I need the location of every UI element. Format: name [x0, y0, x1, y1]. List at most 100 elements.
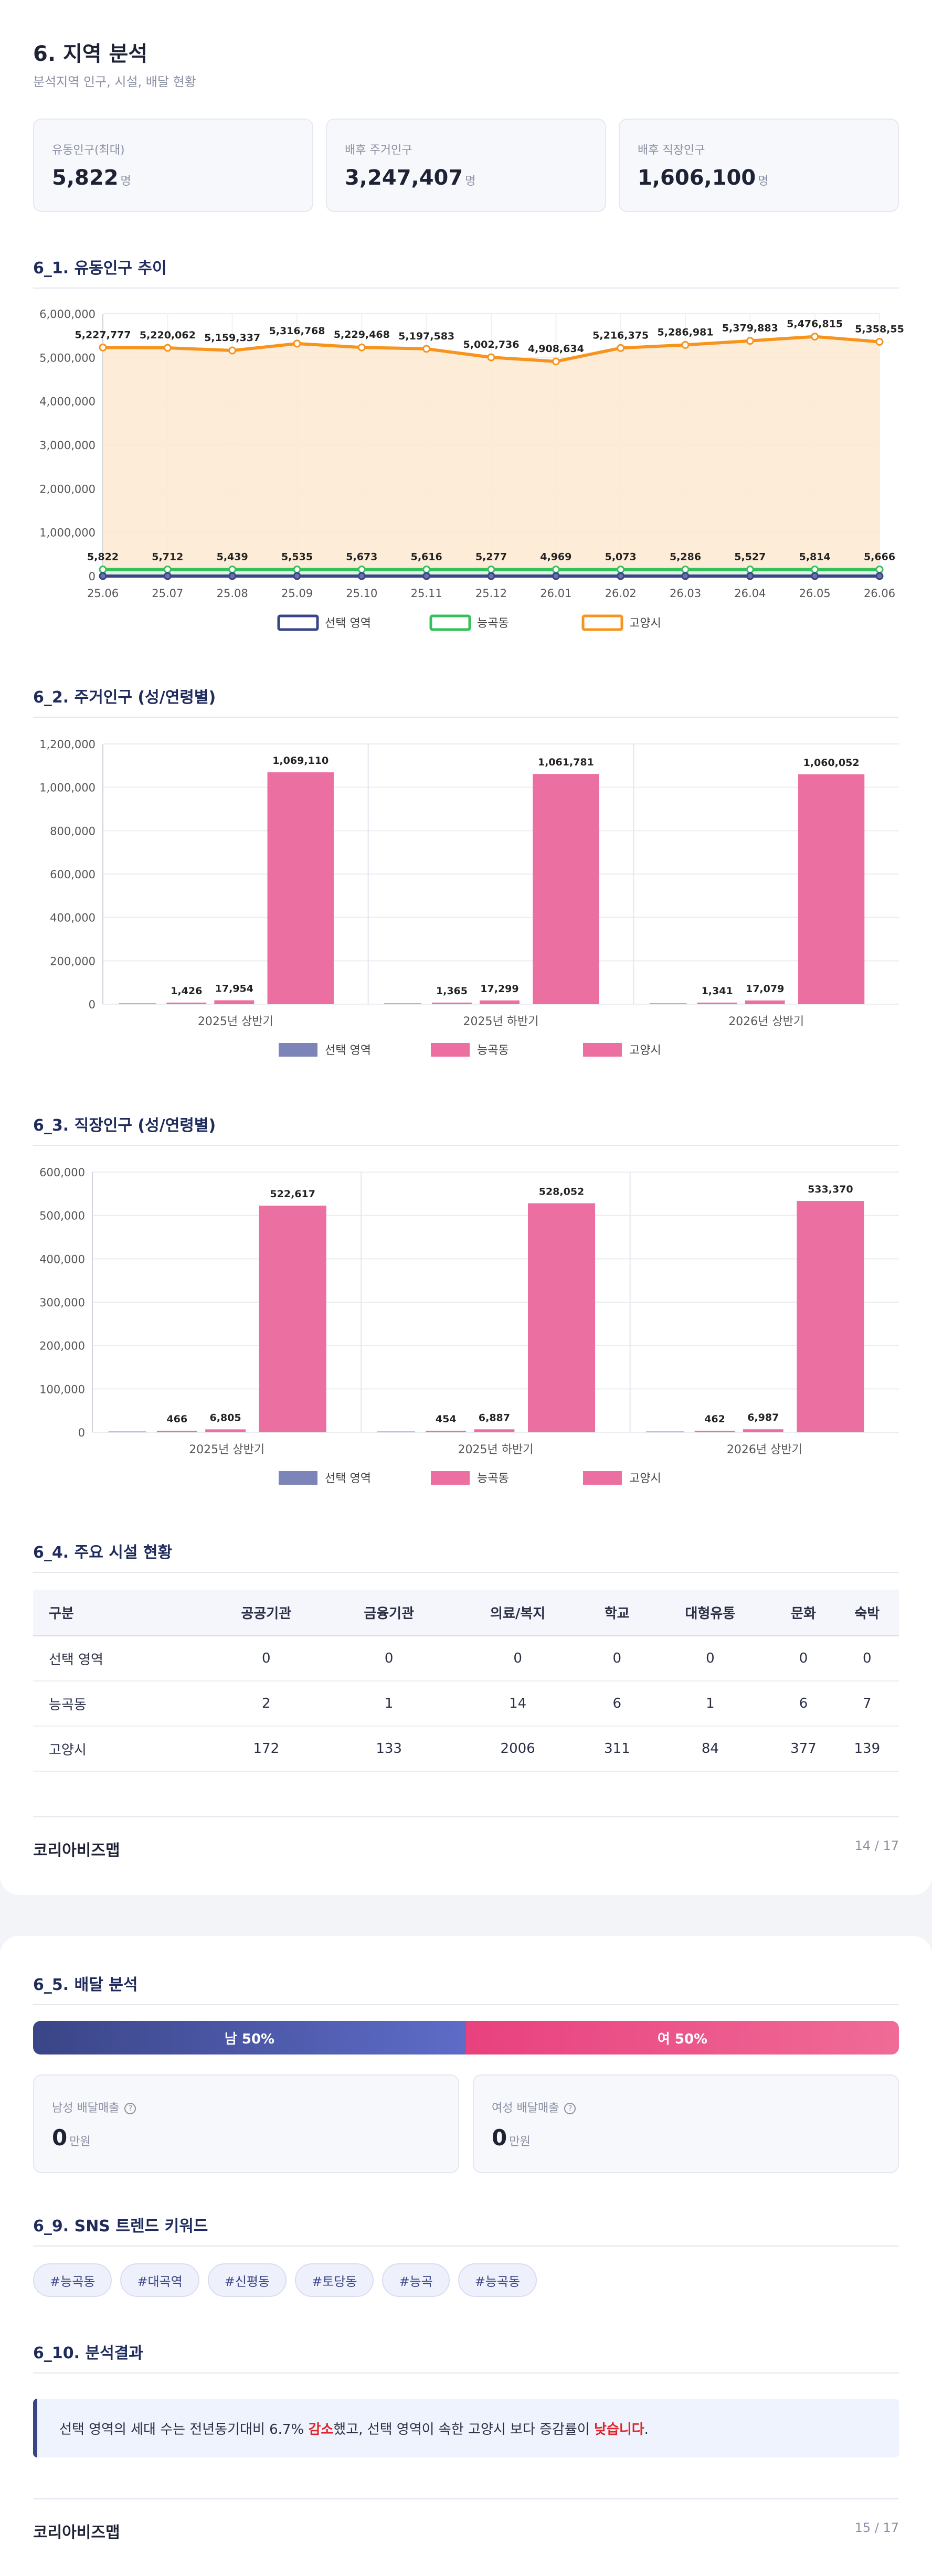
table-cell: 2006	[450, 1726, 586, 1772]
table-cell: 능곡동	[33, 1681, 205, 1727]
data-label: 5,286,981	[658, 326, 714, 338]
data-label: 5,673	[346, 551, 377, 563]
table-cell: 0	[649, 1636, 772, 1681]
data-point	[293, 572, 301, 580]
legend-swatch	[279, 1043, 317, 1057]
table-row: 고양시 172 133 2006 311 84 377 139	[33, 1726, 899, 1772]
data-label: 5,439	[217, 551, 248, 563]
data-point	[487, 572, 495, 580]
column-header: 공공기관	[205, 1590, 328, 1636]
y-tick-label: 4,000,000	[39, 396, 96, 408]
data-point	[875, 572, 884, 580]
bar	[745, 1000, 785, 1004]
keyword-chip[interactable]: #신평동	[207, 2263, 287, 2297]
legend-swatch	[583, 1471, 622, 1485]
data-label: 5,712	[152, 551, 183, 563]
data-point	[552, 357, 560, 366]
table-cell: 377	[771, 1726, 835, 1772]
data-label: 6,805	[210, 1412, 241, 1423]
data-label: 1,061,781	[538, 757, 594, 768]
bar	[259, 1205, 326, 1432]
legend-swatch	[431, 1471, 470, 1485]
bar	[384, 1003, 421, 1004]
question-circle-icon[interactable]: ?	[564, 2103, 576, 2114]
legend-swatch	[581, 614, 623, 631]
report-page-14: 6. 지역 분석 분석지역 인구, 시설, 배달 현황 유동인구(최대) 5,8…	[0, 0, 932, 1895]
keyword-chip[interactable]: #능곡	[382, 2263, 450, 2297]
data-point	[746, 566, 754, 574]
section-title-result: 6_10. 분석결과	[33, 2344, 143, 2362]
table-cell: 선택 영역	[33, 1636, 205, 1681]
data-point	[746, 572, 754, 580]
bar	[166, 1003, 207, 1004]
bar	[798, 774, 865, 1004]
bar	[474, 1429, 515, 1432]
data-point	[681, 340, 690, 349]
bar	[426, 1431, 467, 1432]
table-cell: 172	[205, 1726, 328, 1772]
data-label: 528,052	[539, 1186, 585, 1197]
column-header: 숙박	[835, 1590, 899, 1636]
x-tick-label: 2025년 하반기	[463, 1015, 539, 1028]
y-tick-label: 0	[89, 998, 96, 1011]
section-title-floating: 6_1. 유동인구 추이	[33, 259, 167, 278]
data-label: 5,073	[605, 551, 637, 563]
column-header: 학교	[585, 1590, 649, 1636]
keyword-chip[interactable]: #대곡역	[120, 2263, 199, 2297]
data-label: 17,079	[746, 983, 784, 995]
data-label: 1,069,110	[272, 755, 329, 767]
divider	[33, 2004, 899, 2005]
x-tick-label: 25.06	[87, 587, 119, 600]
question-circle-icon[interactable]: ?	[124, 2103, 136, 2114]
bar	[480, 1000, 520, 1004]
x-tick-label: 26.06	[864, 587, 895, 600]
data-point	[228, 346, 237, 355]
data-label: 1,060,052	[803, 757, 860, 769]
kpi-value: 1,606,100 명	[638, 166, 769, 190]
y-tick-label: 3,000,000	[39, 439, 96, 452]
legend-swatch	[279, 1471, 317, 1485]
data-point	[99, 566, 107, 574]
legend-label: 능곡동	[477, 1044, 509, 1057]
data-point	[422, 345, 431, 353]
keyword-chip[interactable]: #능곡동	[458, 2263, 537, 2297]
table-cell: 0	[327, 1636, 451, 1681]
divider	[33, 2372, 899, 2373]
data-point	[875, 337, 884, 346]
brand-name: 코리아비즈맵	[33, 1841, 120, 1860]
data-point	[875, 566, 884, 574]
table-cell: 139	[835, 1726, 899, 1772]
legend-label: 선택 영역	[325, 617, 371, 630]
table-cell: 7	[835, 1681, 899, 1727]
bar	[267, 772, 334, 1004]
legend-swatch	[277, 614, 319, 631]
y-tick-label: 800,000	[50, 825, 96, 837]
bar	[377, 1431, 415, 1432]
data-point	[617, 344, 625, 352]
x-tick-label: 2025년 하반기	[458, 1443, 534, 1456]
table-cell: 14	[450, 1681, 586, 1727]
y-tick-label: 0	[89, 570, 96, 583]
keyword-chip[interactable]: #능곡동	[33, 2263, 112, 2297]
y-tick-label: 400,000	[39, 1253, 85, 1265]
card-value: 0 만원	[52, 2125, 91, 2151]
legend-swatch	[431, 1043, 470, 1057]
data-point	[422, 566, 431, 574]
male-delivery-sales-card: 남성 배달매출? 0 만원	[33, 2074, 459, 2173]
data-label: 5,616	[411, 551, 442, 563]
data-label: 5,229,468	[334, 329, 390, 340]
y-tick-label: 500,000	[39, 1210, 85, 1222]
data-label: 5,277	[475, 551, 507, 563]
data-label: 4,969	[540, 551, 571, 563]
legend-label: 능곡동	[477, 617, 509, 630]
data-label: 5,216,375	[592, 329, 649, 341]
data-label: 1,341	[702, 985, 733, 997]
y-tick-label: 1,000,000	[39, 527, 96, 539]
y-tick-label: 1,200,000	[39, 738, 96, 751]
y-tick-label: 0	[78, 1427, 85, 1439]
data-point	[228, 566, 237, 574]
data-point	[422, 572, 431, 580]
keyword-chip[interactable]: #토당동	[295, 2263, 374, 2297]
y-tick-label: 600,000	[50, 868, 96, 881]
data-point	[681, 566, 690, 574]
